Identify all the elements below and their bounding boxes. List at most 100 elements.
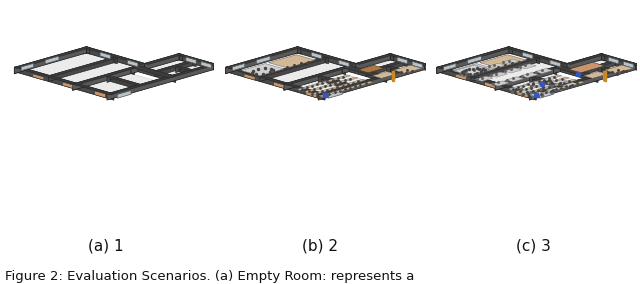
Polygon shape <box>454 65 490 75</box>
Polygon shape <box>518 64 536 69</box>
Polygon shape <box>287 83 325 100</box>
Text: (a) 1: (a) 1 <box>88 238 124 253</box>
Polygon shape <box>568 62 605 73</box>
Polygon shape <box>390 54 428 71</box>
Polygon shape <box>225 66 229 74</box>
Polygon shape <box>21 63 33 71</box>
Polygon shape <box>529 76 564 85</box>
Polygon shape <box>127 60 138 67</box>
Polygon shape <box>509 47 512 54</box>
Polygon shape <box>179 66 193 76</box>
Polygon shape <box>452 64 495 76</box>
Polygon shape <box>131 65 175 78</box>
Text: (b) 2: (b) 2 <box>302 238 338 253</box>
Polygon shape <box>225 47 298 74</box>
Polygon shape <box>550 60 560 67</box>
Polygon shape <box>18 53 145 89</box>
Polygon shape <box>73 83 114 95</box>
Polygon shape <box>298 47 356 70</box>
Polygon shape <box>186 57 196 64</box>
Polygon shape <box>107 63 217 95</box>
Polygon shape <box>83 47 86 54</box>
Polygon shape <box>499 83 536 100</box>
Polygon shape <box>533 76 564 90</box>
Polygon shape <box>86 47 90 54</box>
Polygon shape <box>536 57 540 64</box>
Polygon shape <box>440 53 567 89</box>
Polygon shape <box>520 73 538 78</box>
Polygon shape <box>598 66 615 71</box>
Polygon shape <box>554 67 557 75</box>
Polygon shape <box>284 83 325 95</box>
Polygon shape <box>138 60 213 82</box>
Polygon shape <box>602 66 615 76</box>
Polygon shape <box>356 54 390 70</box>
Polygon shape <box>387 54 390 61</box>
Polygon shape <box>495 67 557 85</box>
Polygon shape <box>225 66 287 84</box>
Polygon shape <box>535 68 553 74</box>
Polygon shape <box>567 54 605 64</box>
Polygon shape <box>529 76 533 82</box>
Polygon shape <box>506 47 509 54</box>
Polygon shape <box>560 60 636 82</box>
Polygon shape <box>519 89 534 93</box>
Polygon shape <box>107 76 141 85</box>
Polygon shape <box>471 57 540 77</box>
Polygon shape <box>412 61 422 68</box>
Polygon shape <box>509 47 567 70</box>
Polygon shape <box>404 60 408 67</box>
Polygon shape <box>615 60 619 67</box>
Polygon shape <box>605 65 633 73</box>
Polygon shape <box>502 59 520 64</box>
Polygon shape <box>49 57 114 82</box>
Polygon shape <box>179 54 182 61</box>
Polygon shape <box>107 76 111 82</box>
Polygon shape <box>225 47 301 68</box>
Polygon shape <box>515 77 569 93</box>
Polygon shape <box>473 67 491 72</box>
Polygon shape <box>284 83 287 90</box>
Polygon shape <box>83 47 145 64</box>
Polygon shape <box>560 65 598 82</box>
Polygon shape <box>506 47 567 64</box>
Polygon shape <box>303 77 358 93</box>
Polygon shape <box>155 60 193 77</box>
Polygon shape <box>546 87 561 91</box>
Polygon shape <box>506 77 524 82</box>
Polygon shape <box>287 74 376 99</box>
Polygon shape <box>390 54 394 61</box>
Polygon shape <box>529 63 636 100</box>
Polygon shape <box>366 60 404 77</box>
Polygon shape <box>366 60 408 72</box>
Polygon shape <box>636 63 639 71</box>
Polygon shape <box>387 66 390 73</box>
Polygon shape <box>468 56 481 64</box>
Polygon shape <box>100 52 111 59</box>
Polygon shape <box>273 82 284 88</box>
Polygon shape <box>397 57 408 64</box>
Polygon shape <box>86 47 145 70</box>
Polygon shape <box>475 76 493 81</box>
Polygon shape <box>155 60 196 72</box>
Polygon shape <box>49 57 117 77</box>
Polygon shape <box>260 57 325 82</box>
Polygon shape <box>499 74 588 99</box>
Polygon shape <box>14 47 90 68</box>
Polygon shape <box>349 65 387 82</box>
Polygon shape <box>138 65 175 82</box>
Polygon shape <box>342 65 387 78</box>
Polygon shape <box>18 66 76 89</box>
Polygon shape <box>623 61 634 68</box>
Polygon shape <box>598 54 602 61</box>
Polygon shape <box>394 65 422 73</box>
Polygon shape <box>73 83 76 90</box>
Polygon shape <box>584 72 607 78</box>
Polygon shape <box>107 63 213 100</box>
Polygon shape <box>444 63 456 71</box>
Polygon shape <box>175 54 179 61</box>
Polygon shape <box>318 63 428 95</box>
Polygon shape <box>390 66 404 76</box>
Polygon shape <box>530 82 584 97</box>
Polygon shape <box>436 66 440 74</box>
